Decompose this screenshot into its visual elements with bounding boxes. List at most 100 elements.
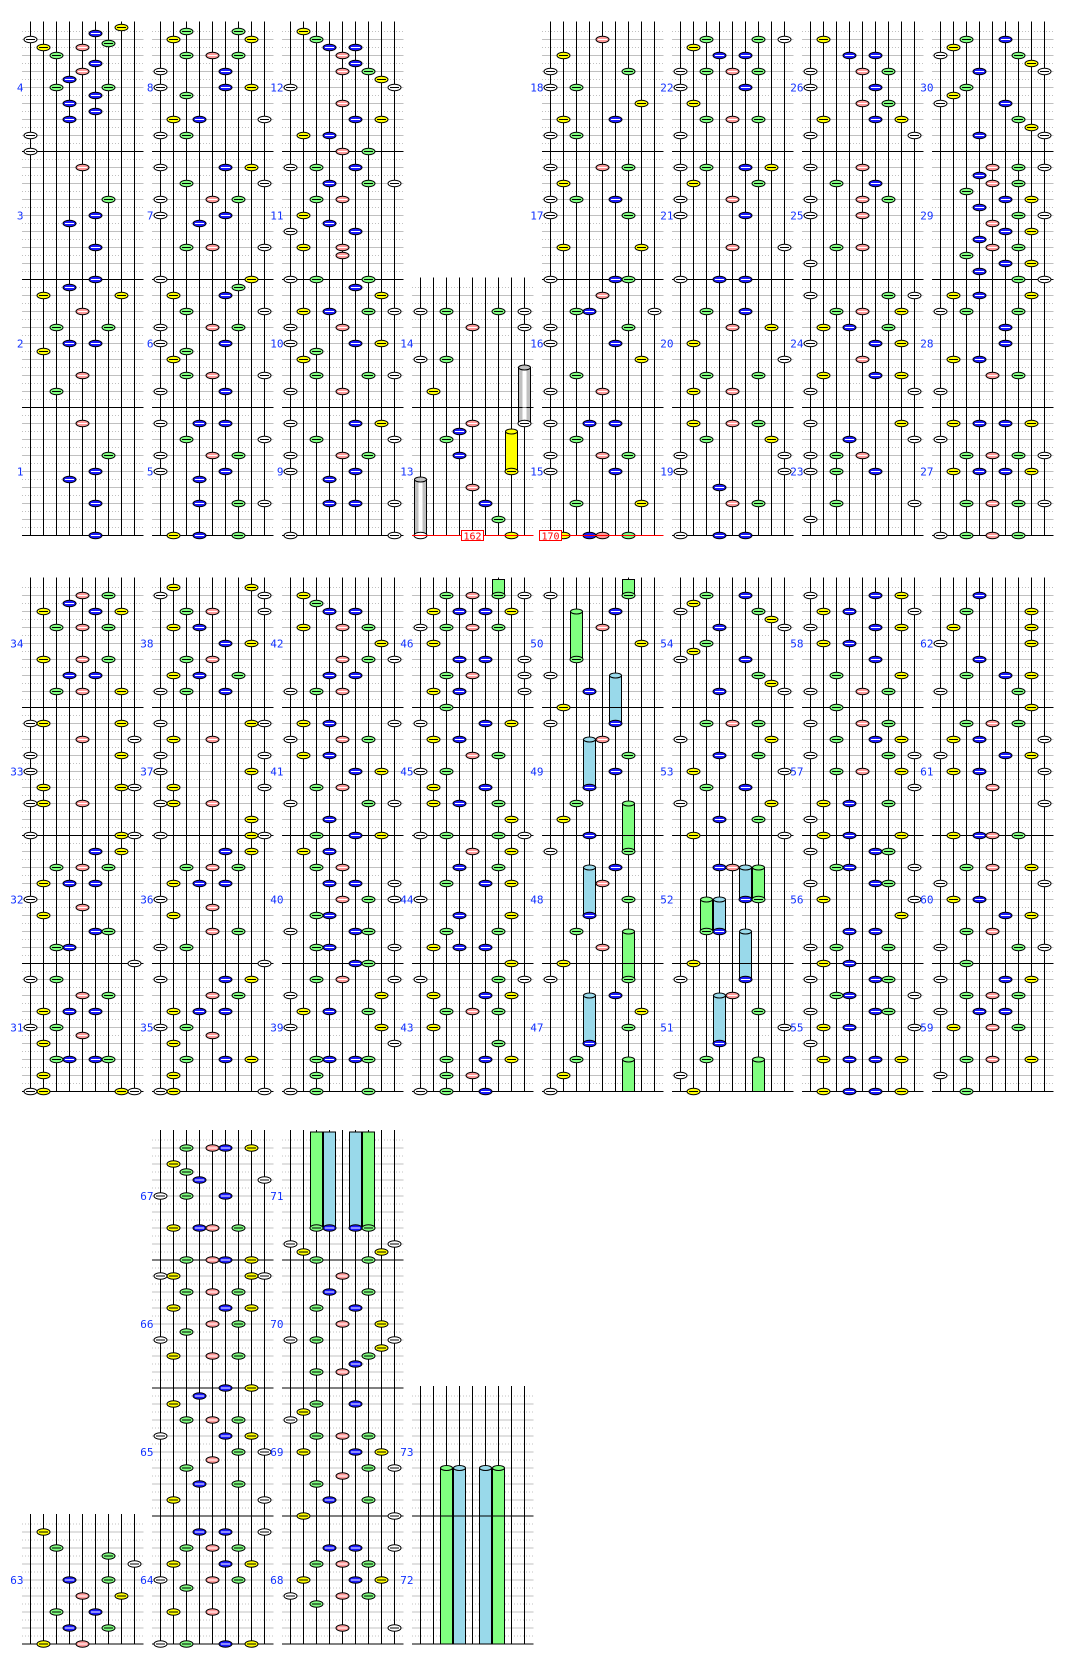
long-note-end-cap: [570, 608, 583, 615]
measure-number: 1: [17, 466, 24, 479]
measure-number: 26: [790, 82, 803, 95]
long-note: [362, 1131, 375, 1229]
measure-number: 49: [530, 766, 543, 779]
measure-number: 2: [17, 338, 24, 351]
long-note-highlight: [522, 407, 527, 424]
measure-number: 34: [10, 638, 24, 651]
long-note-end-cap: [622, 1056, 635, 1063]
measure-number: 64: [140, 1574, 154, 1587]
long-note: [583, 739, 596, 788]
measure-number: 3: [17, 210, 24, 223]
measure-number: 50: [530, 638, 543, 651]
measure-number: 24: [790, 338, 804, 351]
long-note: [440, 1515, 453, 1645]
measure-number: 14: [400, 338, 414, 351]
long-note-end-cap: [583, 736, 596, 743]
long-note-end-cap: [505, 428, 518, 435]
measure-number: 43: [400, 1022, 413, 1035]
measure-number: 16: [530, 338, 543, 351]
measure-number: 25: [790, 210, 803, 223]
measure-number: 65: [140, 1446, 153, 1459]
long-note: [583, 867, 596, 916]
measure-number: 35: [140, 1022, 153, 1035]
long-note: [492, 1515, 505, 1645]
measure-number: 52: [660, 894, 673, 907]
measure-number: 67: [140, 1190, 153, 1203]
measure-number: 48: [530, 894, 543, 907]
measure-number: 40: [270, 894, 283, 907]
long-note-end-cap: [752, 864, 765, 871]
measure-number: 58: [790, 638, 803, 651]
notes-layer: [23, 23, 1052, 1648]
long-note: [570, 611, 583, 660]
long-note-end-cap: [583, 864, 596, 871]
long-note: [492, 1467, 505, 1517]
measure-number: 61: [920, 766, 933, 779]
measure-number: 37: [140, 766, 153, 779]
long-note-end-cap: [518, 364, 531, 371]
long-note: [583, 995, 596, 1044]
long-note-end-cap: [700, 896, 713, 903]
measure-number: 5: [147, 466, 154, 479]
measure-number: 29: [920, 210, 933, 223]
long-note: [479, 1467, 492, 1517]
long-note: [713, 899, 726, 932]
long-note: [609, 675, 622, 708]
long-note-end-cap: [453, 1465, 466, 1471]
long-note: [622, 1059, 635, 1092]
lanes-layer: [30, 21, 1045, 1644]
measure-number: 68: [270, 1574, 283, 1587]
measure-number: 57: [790, 766, 803, 779]
long-note: [349, 1131, 362, 1229]
measure-number: 22: [660, 82, 673, 95]
long-note-end-cap: [609, 672, 622, 679]
measure-number: 46: [400, 638, 413, 651]
long-note-end-cap: [622, 928, 635, 935]
long-note-end-cap: [739, 864, 752, 871]
measure-number: 15: [530, 466, 543, 479]
measure-number: 27: [920, 466, 933, 479]
long-note-highlight: [522, 367, 527, 408]
measure-number: 38: [140, 638, 153, 651]
long-note: [453, 1515, 466, 1645]
measure-number: 30: [920, 82, 933, 95]
measure-number: 13: [400, 466, 413, 479]
long-note: [453, 1467, 466, 1517]
long-note-end-cap: [713, 896, 726, 903]
measure-number: 20: [660, 338, 673, 351]
long-note-end-cap: [479, 1465, 492, 1471]
measure-number: 62: [920, 638, 933, 651]
long-note-end-cap: [622, 800, 635, 807]
measure-number: 12: [270, 82, 283, 95]
measure-number: 51: [660, 1022, 673, 1035]
bpm-label: 170: [541, 532, 559, 543]
bpm-label: 162: [463, 532, 481, 543]
measure-number: 53: [660, 766, 673, 779]
long-note: [440, 1467, 453, 1517]
measure-number: 9: [277, 466, 284, 479]
long-note: [739, 931, 752, 964]
long-note: [739, 867, 752, 900]
measure-number: 63: [10, 1574, 23, 1587]
measure-number: 66: [140, 1318, 153, 1331]
measure-number: 6: [147, 338, 154, 351]
long-note: [622, 803, 635, 836]
long-note-end-cap: [713, 992, 726, 999]
long-note: [752, 867, 765, 900]
long-note: [713, 995, 726, 1044]
measure-number: 41: [270, 766, 283, 779]
measure-number: 31: [10, 1022, 23, 1035]
long-note: [700, 899, 713, 932]
measure-number: 42: [270, 638, 283, 651]
measure-number: 21: [660, 210, 673, 223]
measure-number: 47: [530, 1022, 543, 1035]
measure-number: 72: [400, 1574, 413, 1587]
long-note: [323, 1131, 336, 1229]
bpm-label-box: [461, 530, 484, 541]
measure-number: 54: [660, 638, 674, 651]
long-note-end-cap: [739, 928, 752, 935]
long-note: [752, 1059, 765, 1092]
measure-number: 44: [400, 894, 414, 907]
long-note-end-cap: [440, 1465, 453, 1471]
